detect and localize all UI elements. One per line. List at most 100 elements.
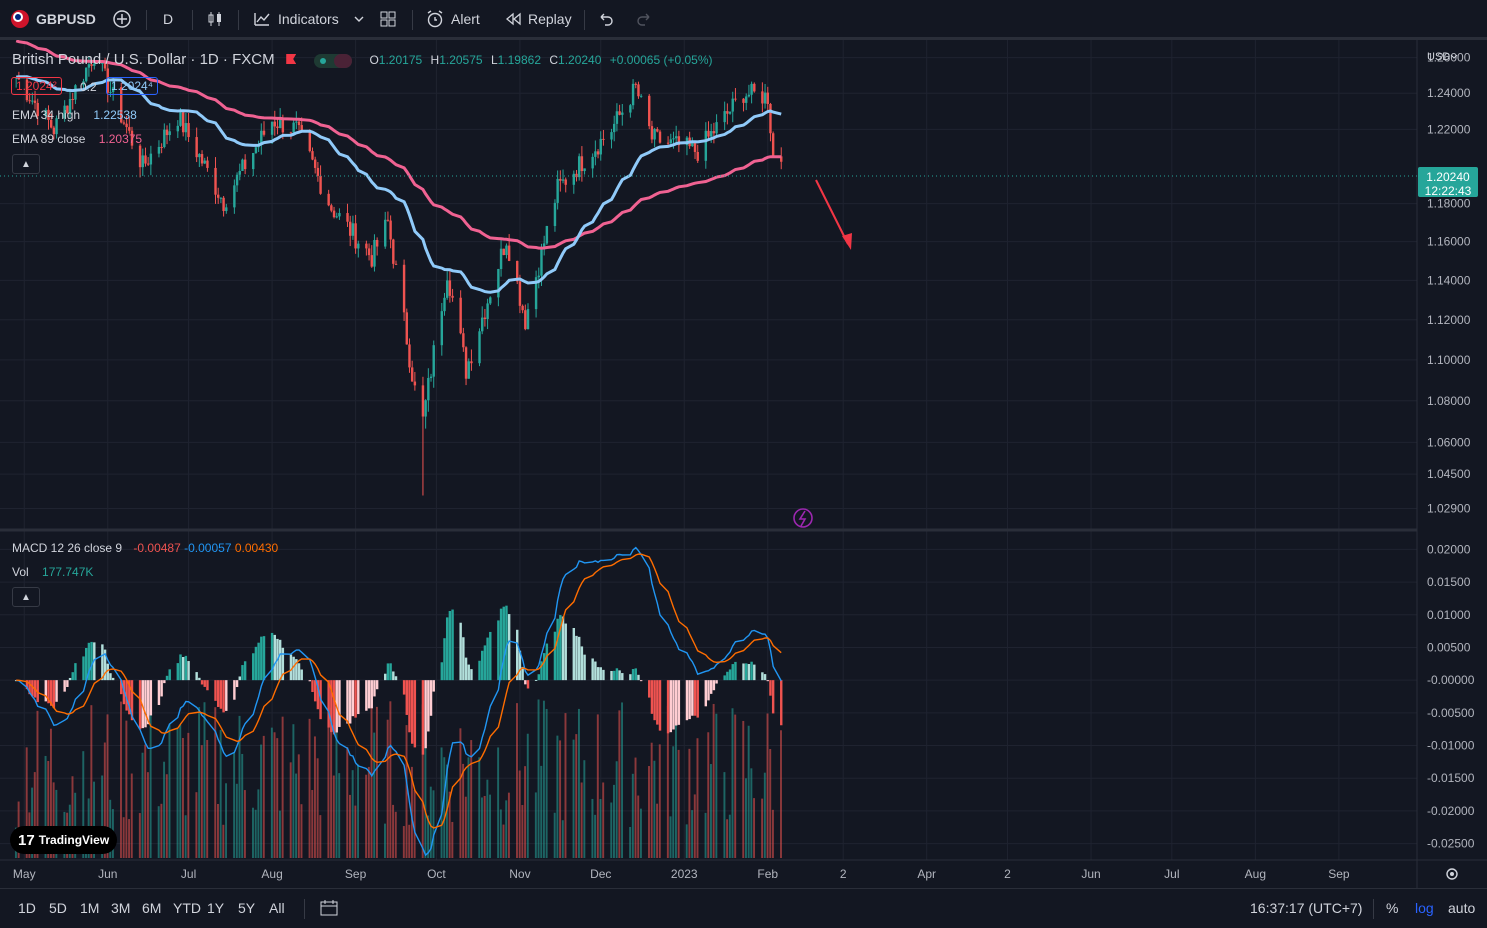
macd-histogram-bar bbox=[200, 680, 204, 685]
range-button-1y[interactable]: 1Y bbox=[207, 900, 225, 916]
buy-price-button[interactable]: 1.2024⁴ bbox=[106, 77, 158, 95]
candle-body bbox=[583, 168, 586, 172]
volume-bar bbox=[149, 708, 152, 858]
percent-scale-toggle[interactable]: % bbox=[1386, 900, 1399, 916]
range-button-5d[interactable]: 5D bbox=[49, 900, 67, 916]
auto-scale-toggle[interactable]: auto bbox=[1448, 900, 1476, 916]
symbol-search-button[interactable]: GBPUSD bbox=[10, 0, 96, 38]
volume-bar bbox=[238, 715, 241, 858]
candle-body bbox=[427, 377, 430, 401]
symbol-description[interactable]: British Pound / U.S. Dollar · 1D · FXCM bbox=[12, 51, 275, 68]
spread-value: 0.2 bbox=[80, 80, 97, 94]
time-axis[interactable]: May Jun Jul Aug Sep Oct Nov Dec 2023 Feb 2 Apr 2 Jun J… bbox=[13, 867, 1350, 881]
volume-bar bbox=[243, 790, 246, 858]
undo-button[interactable] bbox=[597, 0, 615, 38]
price-tick: 1.18000 bbox=[1427, 197, 1471, 211]
macd-axis[interactable]: 0.02000 0.01500 0.01000 0.00500 -0.00000 -0.0… bbox=[1427, 542, 1475, 850]
alert-button[interactable]: Alert bbox=[425, 0, 480, 38]
volume-bar bbox=[726, 819, 729, 858]
tradingview-logo[interactable]: 17 TradingView bbox=[10, 826, 118, 854]
volume-bar bbox=[707, 732, 710, 858]
ema-34-legend[interactable]: EMA 34 high 1.22538 bbox=[12, 108, 137, 122]
range-button-1d[interactable]: 1D bbox=[18, 900, 36, 916]
macd-histogram-bar bbox=[106, 663, 109, 681]
chart-canvas[interactable]: 1.26000 1.24000 1.22000 1.18000 1.16000 1.140… bbox=[0, 39, 1487, 888]
volume-bar bbox=[745, 778, 747, 858]
flag-icon bbox=[11, 10, 29, 28]
candle-body bbox=[443, 297, 446, 312]
candle-body bbox=[696, 151, 699, 161]
range-button-5y[interactable]: 5Y bbox=[238, 900, 256, 916]
log-scale-toggle[interactable]: log bbox=[1415, 900, 1434, 916]
range-button-1m[interactable]: 1M bbox=[80, 900, 100, 916]
candle-body bbox=[674, 136, 678, 139]
ema-89-legend[interactable]: EMA 89 close 1.20375 bbox=[12, 132, 142, 146]
chart-area[interactable]: 1.26000 1.24000 1.22000 1.18000 1.16000 1.140… bbox=[0, 39, 1487, 888]
currency-chevron-icon[interactable] bbox=[1450, 54, 1458, 59]
volume-legend[interactable]: Vol 177.747K bbox=[12, 565, 93, 579]
redo-button[interactable] bbox=[635, 0, 653, 38]
market-status-icon[interactable] bbox=[313, 53, 352, 68]
candle-body bbox=[313, 159, 317, 168]
volume-bar bbox=[429, 786, 432, 858]
macd-histogram-bar bbox=[696, 680, 699, 718]
range-button-3m[interactable]: 3M bbox=[111, 900, 131, 916]
macd-histogram-bar bbox=[410, 680, 414, 744]
flash-event-icon[interactable] bbox=[793, 508, 813, 528]
range-button-6m[interactable]: 6M bbox=[142, 900, 162, 916]
macd-histogram-bar bbox=[120, 680, 123, 695]
macd-legend[interactable]: MACD 12 26 close 9 -0.00487 -0.00057 0.0… bbox=[12, 541, 278, 555]
macd-histogram-bar bbox=[327, 680, 330, 728]
macd-histogram-bar bbox=[742, 663, 745, 681]
volume-bar bbox=[330, 707, 333, 858]
sell-price-button[interactable]: 1.2024² bbox=[11, 77, 62, 95]
volume-bar bbox=[357, 764, 360, 858]
volume-bar bbox=[281, 716, 284, 858]
candle-body bbox=[176, 125, 180, 132]
volume-bar bbox=[216, 803, 219, 858]
price-axis[interactable]: 1.26000 1.24000 1.22000 1.18000 1.16000 1.140… bbox=[1427, 51, 1471, 516]
interval-button[interactable]: D bbox=[163, 0, 173, 38]
chart-settings-gear-icon[interactable] bbox=[1446, 868, 1458, 880]
macd-histogram-bar bbox=[658, 680, 662, 731]
volume-bar bbox=[146, 772, 149, 858]
candle-body bbox=[637, 84, 640, 97]
volume-bar bbox=[545, 708, 548, 858]
volume-label: Vol bbox=[12, 565, 29, 579]
macd-signal-value: 0.00430 bbox=[234, 541, 279, 555]
timezone-clock[interactable]: 16:37:17 (UTC+7) bbox=[1250, 900, 1363, 916]
range-button-all[interactable]: All bbox=[269, 900, 285, 916]
chart-type-button[interactable] bbox=[205, 0, 225, 38]
compare-button[interactable] bbox=[112, 0, 132, 38]
go-to-date-button[interactable] bbox=[319, 889, 339, 927]
currency-selector[interactable]: USD bbox=[1427, 51, 1450, 63]
macd-histogram-bar bbox=[669, 680, 672, 733]
volume-bar bbox=[639, 808, 642, 858]
volume-bar bbox=[297, 754, 300, 858]
collapse-macd-legend-button[interactable]: ▲ bbox=[12, 587, 40, 607]
high-value: 1.20575 bbox=[439, 53, 483, 67]
volume-bar bbox=[214, 707, 217, 858]
indicators-button[interactable]: Indicators bbox=[252, 0, 339, 38]
layouts-button[interactable] bbox=[378, 0, 398, 38]
time-tick: 2 bbox=[1004, 867, 1011, 881]
macd-histogram-bar bbox=[761, 672, 764, 681]
candle-body bbox=[278, 118, 282, 129]
macd-histogram-bar bbox=[90, 641, 93, 681]
candle-body bbox=[653, 129, 656, 140]
candle-body bbox=[413, 381, 417, 386]
indicators-dropdown[interactable] bbox=[353, 0, 365, 38]
replay-button[interactable]: Replay bbox=[504, 0, 572, 38]
tradingview-logo-text: TradingView bbox=[38, 833, 110, 847]
candle-body bbox=[311, 151, 314, 160]
range-button-ytd[interactable]: YTD bbox=[173, 900, 201, 916]
flag-marker-icon[interactable] bbox=[286, 54, 297, 64]
volume-bar bbox=[292, 724, 295, 858]
down-arrow-drawing[interactable] bbox=[815, 179, 852, 250]
macd-histogram-bar bbox=[289, 654, 293, 681]
macd-histogram-bar bbox=[168, 669, 171, 681]
macd-histogram-bar bbox=[346, 680, 349, 724]
collapse-legend-button[interactable]: ▲ bbox=[12, 154, 40, 174]
macd-tick: -0.02500 bbox=[1427, 837, 1475, 851]
candle-body bbox=[639, 95, 643, 97]
